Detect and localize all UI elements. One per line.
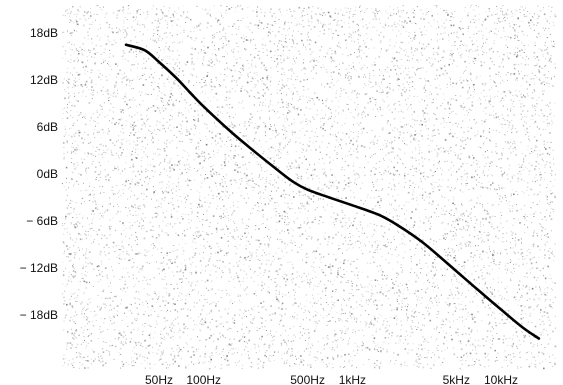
x-axis-tick-labels: 50Hz 100Hz 500Hz 1kHz 5kHz 10kHz — [145, 373, 518, 385]
y-tick-label: 12dB — [30, 73, 58, 87]
speckled-background — [62, 5, 557, 370]
y-tick-label: − 12dB — [20, 261, 58, 275]
y-axis-tick-labels: 18dB 12dB 6dB 0dB − 6dB − 12dB − 18dB — [20, 26, 58, 322]
y-tick-label: 6dB — [37, 120, 58, 134]
y-tick-label: − 6dB — [26, 214, 58, 228]
y-tick-label: − 18dB — [20, 308, 58, 322]
y-tick-label: 18dB — [30, 26, 58, 40]
x-tick-label: 50Hz — [145, 373, 173, 385]
x-tick-label: 500Hz — [290, 373, 325, 385]
series-layer — [124, 43, 541, 340]
x-tick-label: 100Hz — [186, 373, 221, 385]
x-tick-label: 10kHz — [484, 373, 518, 385]
x-tick-label: 1kHz — [339, 373, 366, 385]
x-tick-label: 5kHz — [443, 373, 470, 385]
y-tick-label: 0dB — [37, 167, 58, 181]
frequency-response-line — [124, 43, 541, 340]
